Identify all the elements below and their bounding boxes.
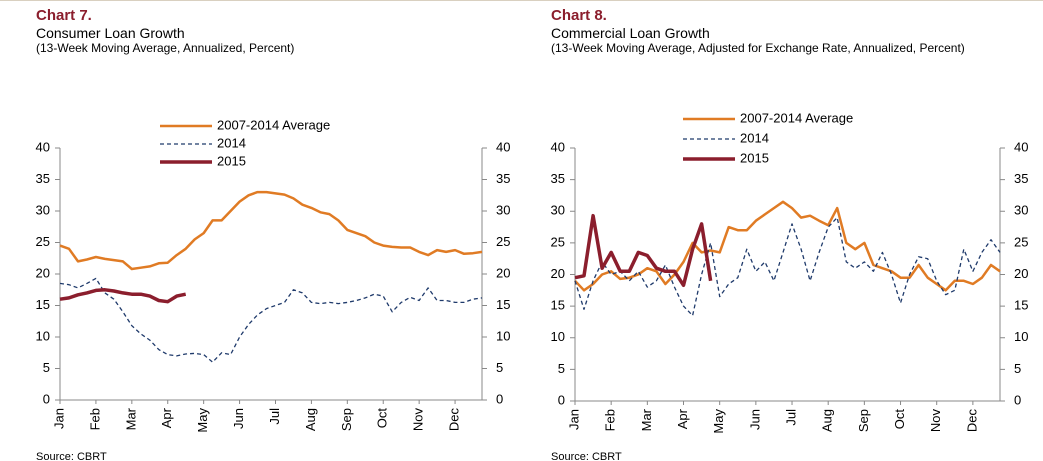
x-tick-label: Nov [928,409,943,433]
x-tick-label: Apr [675,408,690,429]
x-tick-label: Jun [747,409,762,430]
legend-label: 2007-2014 Average [740,110,853,125]
series-line [59,190,483,271]
x-tick-label: Mar [123,407,138,430]
y-tick-label: 35 [551,171,565,186]
source: Source: CBRT [36,451,107,461]
x-tick-label: Sep [856,409,871,432]
y-tick-label: 15 [36,297,50,312]
y2-tick-label: 40 [1014,139,1028,154]
series-line [574,200,1001,292]
y2-tick-label: 40 [496,139,510,154]
chart-note: (13-Week Moving Average, Adjusted for Ex… [551,41,965,55]
y2-tick-label: 0 [496,391,503,406]
y2-tick-label: 10 [1014,329,1028,344]
x-tick-label: Sep [339,408,354,431]
y2-tick-label: 25 [496,234,510,249]
x-tick-label: Feb [87,408,102,430]
x-tick-label: May [711,409,726,434]
y2-tick-label: 15 [1014,298,1028,313]
y-tick-label: 10 [36,328,50,343]
y-tick-label: 35 [36,171,50,186]
x-tick-label: Apr [159,407,174,428]
y-tick-label: 20 [36,265,50,280]
legend-label: 2007-2014 Average [217,117,330,132]
panel-header: Chart 7. Consumer Loan Growth (13-Week M… [36,7,536,55]
chart-subtitle: Consumer Loan Growth [36,25,185,41]
x-tick-label: Nov [411,408,426,432]
chart-title: Chart 7. [36,7,92,24]
y-tick-label: 25 [551,234,565,249]
chart-note: (13-Week Moving Average, Annualized, Per… [36,41,295,55]
panel-header: Chart 8. Commercial Loan Growth (13-Week… [551,7,1043,55]
legend-label: 2015 [217,153,246,168]
series-line [59,288,187,304]
x-tick-label: Mar [639,408,654,431]
x-tick-label: Jul [783,409,798,426]
x-tick-label: Jan [566,409,581,430]
chart-title: Chart 8. [551,7,607,24]
y-tick-label: 5 [43,360,50,375]
y2-tick-label: 25 [1014,234,1028,249]
y2-tick-label: 5 [496,360,503,375]
y2-tick-label: 20 [1014,266,1028,281]
legend-label: 2014 [217,135,246,150]
y2-tick-label: 20 [496,265,510,280]
y-tick-label: 15 [551,298,565,313]
x-tick-label: Aug [303,408,318,431]
series-line [574,213,713,288]
y2-tick-label: 10 [496,328,510,343]
y-tick-label: 40 [551,139,565,154]
x-tick-label: Aug [820,409,835,432]
y-tick-label: 30 [551,203,565,218]
series-line [574,216,1001,317]
chart-subtitle: Commercial Loan Growth [551,25,710,41]
y2-tick-label: 5 [1014,361,1021,376]
x-tick-label: Jun [231,408,246,429]
x-tick-label: Oct [375,408,390,429]
y-tick-label: 20 [551,266,565,281]
y-tick-label: 0 [558,392,565,407]
source: Source: CBRT [551,451,622,461]
y-tick-label: 40 [36,139,50,154]
y-tick-label: 25 [36,234,50,249]
y-tick-label: 30 [36,202,50,217]
y2-tick-label: 0 [1014,392,1021,407]
x-tick-label: Dec [447,408,462,432]
x-tick-label: Feb [603,409,618,431]
y-tick-label: 10 [551,329,565,344]
y2-tick-label: 30 [1014,203,1028,218]
x-tick-label: Dec [964,409,979,433]
y2-tick-label: 15 [496,297,510,312]
x-tick-label: May [195,408,210,433]
x-tick-label: Jul [267,408,282,425]
legend-label: 2014 [740,130,769,145]
y-tick-label: 0 [43,391,50,406]
x-tick-label: Jan [51,408,66,429]
y2-tick-label: 30 [496,202,510,217]
legend-label: 2015 [740,150,769,165]
y-tick-label: 5 [558,361,565,376]
y2-tick-label: 35 [1014,171,1028,186]
x-tick-label: Oct [892,409,907,430]
series-line [59,277,483,363]
y2-tick-label: 35 [496,171,510,186]
